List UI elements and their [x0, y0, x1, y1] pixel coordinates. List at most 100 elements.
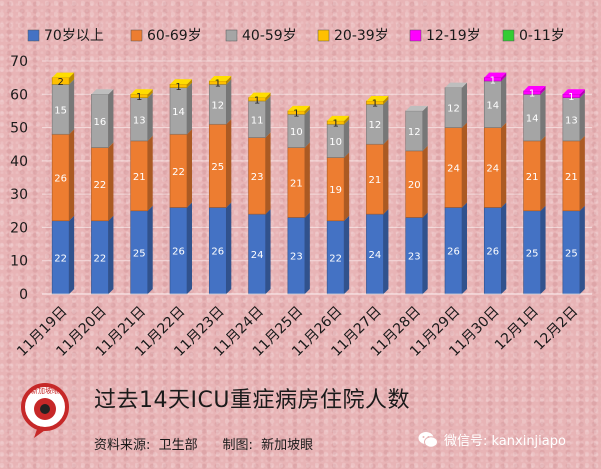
bar-segment-side — [304, 212, 310, 294]
bar-segment-side — [187, 129, 192, 208]
data-label: 23 — [408, 252, 421, 263]
legend-swatch-3 — [317, 29, 330, 42]
bar-series: 2226152222216252113126221412625121242311… — [51, 72, 585, 295]
data-label: 26 — [54, 174, 67, 185]
data-label: 1 — [372, 99, 378, 110]
bar-segment-side — [579, 205, 585, 294]
bar-segment-side — [540, 205, 546, 294]
bar-segment-side — [579, 135, 585, 211]
bar-segment-side — [265, 209, 271, 294]
data-label: 10 — [290, 127, 303, 138]
bar-segment-top — [523, 85, 546, 91]
y-axis: 0 10 20 30 40 50 60 70 — [10, 54, 28, 303]
data-label: 1 — [332, 119, 338, 130]
bar-segment-side — [187, 82, 192, 135]
legend-swatch-1 — [130, 29, 143, 42]
bar-segment-top — [52, 72, 75, 78]
bar-segment-top — [130, 89, 153, 95]
bar-segment-side — [187, 79, 192, 88]
bar-segment-side — [344, 152, 350, 221]
y-tick-label: 10 — [10, 254, 28, 270]
bar-segment-side — [383, 95, 389, 105]
bar-segment-side — [383, 209, 389, 294]
bar-segment-top — [248, 92, 271, 98]
data-label: 22 — [54, 253, 67, 264]
page-title: 过去14天ICU重症病房住院人数 — [94, 388, 410, 413]
bar-segment-side — [344, 115, 350, 125]
bar-segment-side — [304, 142, 310, 218]
data-label: 1 — [136, 92, 142, 103]
legend-label-0: 70岁以上 — [44, 28, 104, 44]
data-label: 25 — [526, 248, 539, 259]
chart-legend: 70岁以上 60-69岁 40-59岁 20-39岁 12-19岁 0-11岁 — [27, 28, 565, 44]
bar-segment-side — [501, 75, 507, 128]
bar-segment-side — [462, 82, 467, 128]
bar-segment-top — [366, 95, 389, 101]
y-tick-label: 50 — [10, 121, 28, 137]
bar-segment-side — [147, 92, 153, 141]
wechat-label: 微信号: kanxinjiapo — [444, 434, 566, 449]
data-label: 22 — [94, 180, 107, 191]
data-label: 13 — [565, 115, 578, 126]
stacked-bar-chart: 70岁以上 60-69岁 40-59岁 20-39岁 12-19岁 0-11岁 01020… — [10, 28, 592, 360]
data-label: 25 — [565, 248, 578, 259]
wechat-id: 微信号: kanxinjiapo — [418, 430, 566, 449]
data-label: 1 — [215, 79, 221, 90]
legend-swatch-4 — [409, 29, 422, 42]
bar-segment-top — [327, 115, 350, 121]
legend-label-3: 20-39岁 — [334, 28, 389, 44]
bar-segment-side — [540, 135, 546, 211]
data-label: 20 — [408, 180, 421, 191]
bar-segment-top — [170, 79, 192, 85]
data-label: 1 — [175, 82, 181, 93]
bar-segment-side — [540, 85, 546, 95]
data-label: 21 — [133, 172, 146, 183]
legend-label-1: 60-69岁 — [147, 28, 202, 44]
wechat-icon — [418, 431, 438, 448]
data-label: 1 — [254, 95, 260, 106]
data-label: 12 — [447, 104, 460, 115]
data-label: 26 — [211, 247, 224, 258]
data-label: 11 — [251, 115, 264, 126]
bar-segment-top — [209, 75, 232, 81]
bar-segment-side — [344, 119, 350, 158]
data-label: 13 — [133, 115, 146, 126]
bar-segment-side — [501, 122, 507, 208]
bar-segment-side — [383, 139, 389, 215]
bar-segment-side — [108, 89, 114, 148]
x-axis: 11月19日11月20日11月21日11月22日11月23日11月24日11月2… — [14, 293, 592, 360]
y-tick-label: 20 — [10, 220, 28, 236]
bar-segment-side — [344, 215, 350, 294]
x-tick-label: 12月2日 — [531, 304, 581, 354]
data-label: 26 — [486, 247, 499, 258]
data-label: 23 — [251, 172, 264, 183]
bar-segment-side — [147, 89, 153, 98]
news-logo-icon: 新加坡眼 — [16, 380, 74, 442]
data-label: 10 — [329, 137, 342, 148]
data-label: 21 — [526, 172, 539, 183]
bar-segment-top — [484, 72, 507, 78]
legend-label-4: 12-19岁 — [426, 28, 481, 44]
bar-segment-side — [69, 215, 75, 294]
bar-segment-side — [462, 122, 467, 208]
bar-segment-top — [405, 105, 428, 111]
data-label: 14 — [172, 107, 185, 118]
bar-segment-side — [226, 75, 232, 85]
data-label: 2 — [57, 77, 63, 88]
source-credit: 资料来源: 卫生部 制图: 新加坡眼 — [94, 438, 314, 453]
legend-label-5: 0-11岁 — [519, 28, 565, 44]
data-label: 14 — [526, 114, 539, 125]
bar-segment-side — [462, 202, 467, 294]
data-label: 15 — [54, 105, 67, 116]
data-label: 1 — [293, 109, 299, 120]
bar-segment-side — [226, 202, 232, 294]
legend-swatch-5 — [502, 29, 515, 42]
data-label: 26 — [172, 247, 185, 258]
bar-segment-side — [69, 79, 75, 135]
bar-segment-side — [422, 212, 428, 294]
bar-segment-side — [304, 109, 310, 148]
bar-segment-side — [265, 132, 271, 215]
data-label: 19 — [329, 185, 342, 196]
data-label: 12 — [369, 120, 382, 131]
data-label: 21 — [369, 175, 382, 186]
